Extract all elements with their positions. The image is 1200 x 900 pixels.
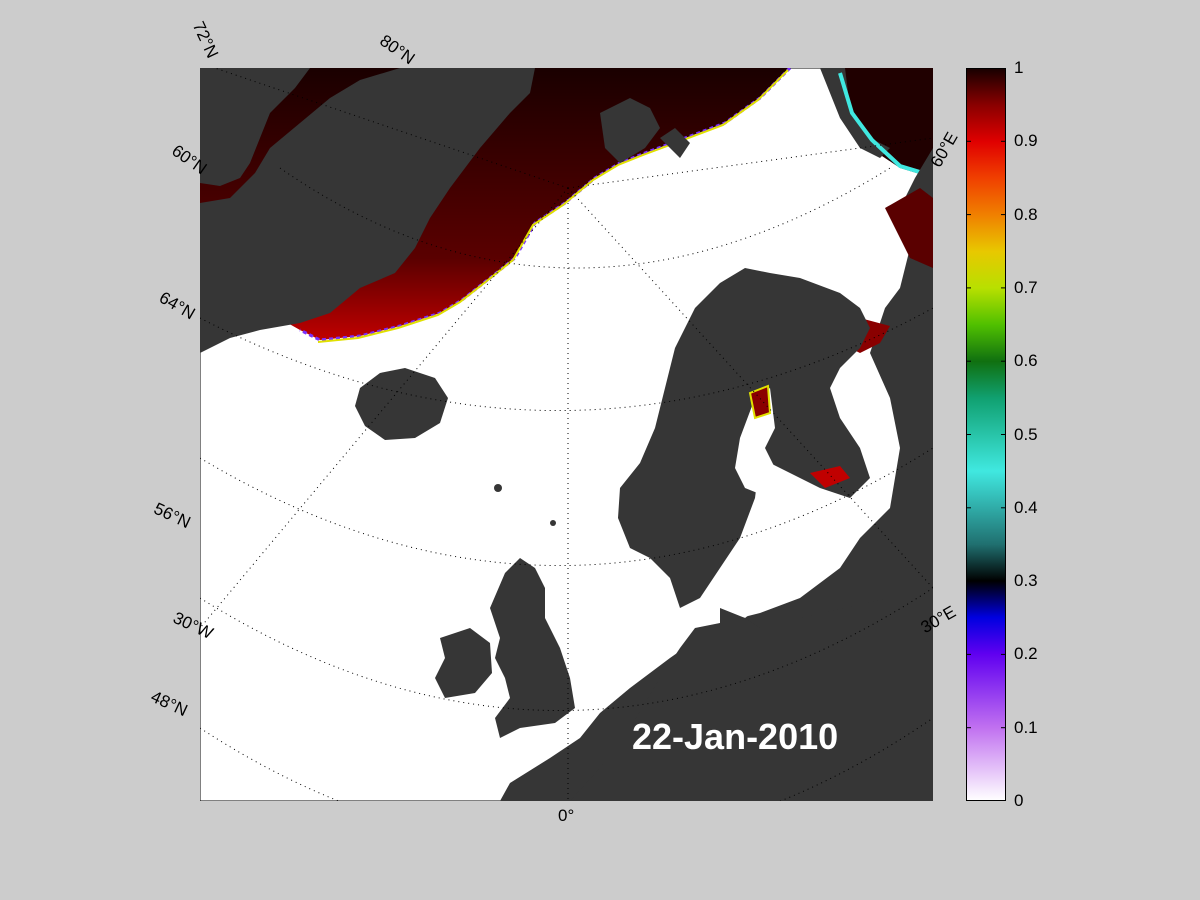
map-canvas <box>200 68 933 801</box>
greenland-land <box>200 68 535 353</box>
baltic-sea <box>720 508 805 618</box>
colorbar-tick-label: 0 <box>1014 791 1024 810</box>
continental-europe <box>570 588 933 801</box>
gulf-of-bothnia <box>735 388 790 498</box>
colorbar-tick-label: 1 <box>1014 58 1024 77</box>
label-0: 0° <box>558 806 575 825</box>
novaya-zemlya-land <box>820 68 890 158</box>
faroe-islands <box>494 484 502 492</box>
colorbar-tick-label: 0.3 <box>1014 571 1038 591</box>
graticule <box>200 68 933 801</box>
bothnian-bay-ice <box>748 384 772 420</box>
colorbar-tick-label: 0.2 <box>1014 644 1038 664</box>
date-label: 22-Jan-2010 <box>632 716 839 757</box>
svalbard-land <box>600 98 690 163</box>
ice-edge-inner <box>317 69 789 343</box>
label-64n: 64°N <box>156 287 199 324</box>
colorbar-tick-label: 0.4 <box>1014 497 1038 517</box>
label-72n: 72°N <box>188 18 223 62</box>
novaya-zemlya-ice <box>840 68 933 178</box>
pechora-ice <box>885 188 933 268</box>
label-48n: 48°N <box>147 686 191 721</box>
colorbar-tick-label: 0.7 <box>1014 277 1038 297</box>
sea-ice-map <box>200 68 933 801</box>
label-56n: 56°N <box>150 498 194 533</box>
iceland-land <box>355 368 448 440</box>
colorbar-tick-label: 0.1 <box>1014 717 1038 737</box>
colorbar <box>966 67 1006 802</box>
colorbar-tick-label: 0.8 <box>1014 204 1038 224</box>
shetland-islands <box>550 520 556 526</box>
colorbar-scale <box>966 67 1006 802</box>
colorbar-tick-label: 0.6 <box>1014 351 1038 371</box>
great-britain-land <box>490 558 575 738</box>
gulf-of-finland-ice <box>810 466 850 488</box>
label-80n: 80°N <box>376 30 419 69</box>
colorbar-tick-label: 0.5 <box>1014 424 1038 444</box>
ireland-land <box>435 628 492 698</box>
colorbar-tick-label: 0.9 <box>1014 131 1038 151</box>
nz-ice-edge <box>838 72 933 178</box>
